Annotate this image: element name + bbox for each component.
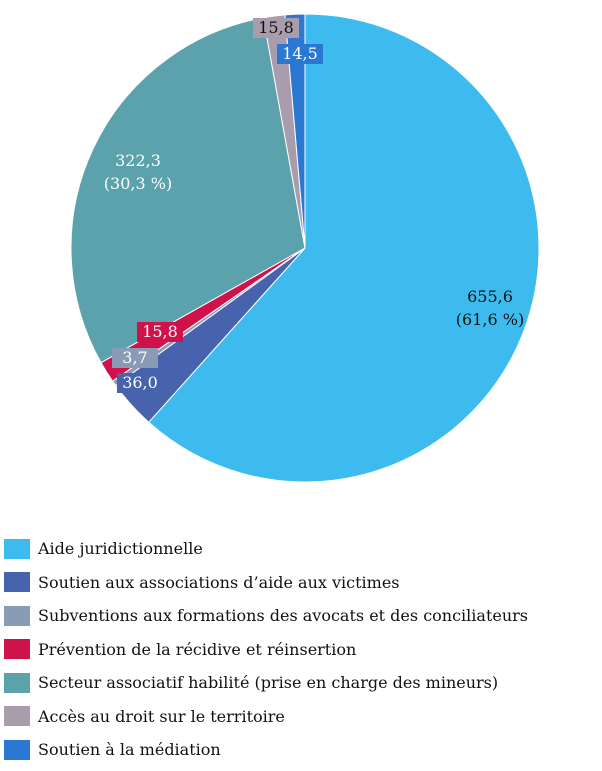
pie-chart: 655,6 (61,6 %) 36,0 3,7 15,8 322,3 (30,3 %) 15,… — [70, 13, 540, 483]
data-label-6: 15,8 — [253, 18, 299, 38]
data-label-2: 36,0 — [117, 373, 163, 393]
data-label-value: 15,8 — [258, 18, 294, 37]
data-label-value: 36,0 — [122, 373, 158, 392]
legend-swatch — [4, 572, 30, 593]
pie-slice-1 — [148, 13, 540, 483]
legend-swatch — [4, 672, 30, 693]
legend-label: Soutien à la médiation — [38, 740, 221, 760]
legend-item-4: Prévention de la récidive et réinsertion — [4, 633, 528, 667]
data-label-7: 14,5 — [277, 44, 323, 64]
data-label-value: 322,3 — [115, 151, 161, 170]
data-label-value: 3,7 — [122, 348, 147, 367]
legend-swatch — [4, 605, 30, 626]
data-label-bg — [137, 322, 183, 342]
legend-swatch — [4, 639, 30, 660]
data-label-bg — [112, 348, 158, 368]
legend: Aide juridictionnelle Soutien aux associa… — [4, 532, 528, 767]
legend-swatch — [4, 706, 30, 727]
legend-label: Soutien aux associations d’aide aux vict… — [38, 572, 400, 592]
legend-item-2: Soutien aux associations d’aide aux vict… — [4, 566, 528, 600]
legend-item-3: Subventions aux formations des avocats e… — [4, 599, 528, 633]
legend-label: Secteur associatif habilité (prise en ch… — [38, 673, 499, 693]
data-label-bg — [277, 44, 323, 64]
legend-item-5: Secteur associatif habilité (prise en ch… — [4, 666, 528, 700]
legend-item-6: Accès au droit sur le territoire — [4, 700, 528, 734]
data-label-4: 15,8 — [137, 322, 183, 342]
legend-label: Aide juridictionnelle — [38, 539, 203, 559]
legend-swatch — [4, 538, 30, 559]
data-label-bg — [117, 373, 163, 393]
legend-item-7: Soutien à la médiation — [4, 733, 528, 767]
data-label-1: 655,6 (61,6 %) — [456, 287, 524, 329]
data-label-value: 655,6 — [467, 287, 513, 306]
pie-slice-7 — [284, 13, 306, 249]
legend-label: Accès au droit sur le territoire — [38, 706, 285, 726]
data-label-5: 322,3 (30,3 %) — [104, 151, 172, 193]
data-label-percent: (30,3 %) — [104, 174, 172, 193]
legend-label: Subventions aux formations des avocats e… — [38, 606, 528, 626]
pie-slice-5 — [70, 17, 306, 364]
legend-label: Prévention de la récidive et réinsertion — [38, 639, 357, 659]
legend-swatch — [4, 739, 30, 760]
legend-item-1: Aide juridictionnelle — [4, 532, 528, 566]
data-label-value: 14,5 — [282, 44, 318, 63]
data-label-3: 3,7 — [112, 348, 158, 368]
data-label-bg — [253, 18, 299, 38]
data-label-percent: (61,6 %) — [456, 310, 524, 329]
data-label-value: 15,8 — [142, 322, 178, 341]
